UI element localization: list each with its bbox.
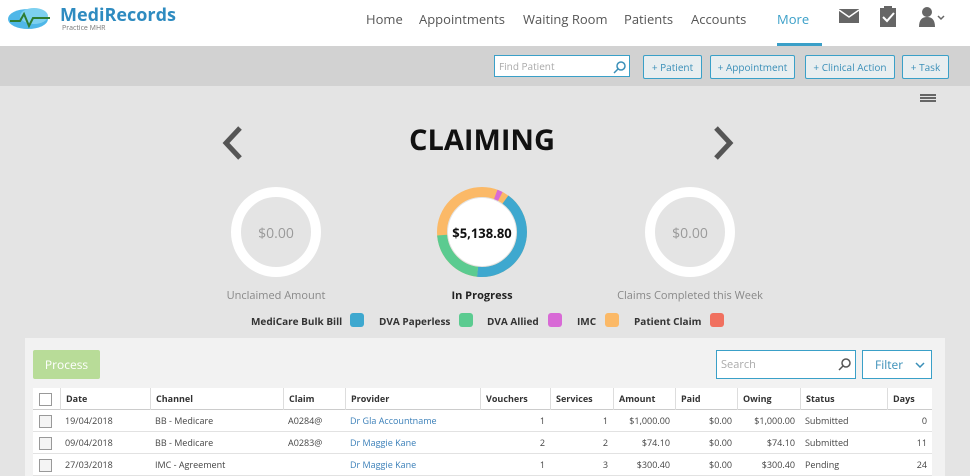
nav-item[interactable]: Waiting Room <box>523 10 608 28</box>
table-cell: $74.10 <box>641 436 670 449</box>
table-cell: $1,000.00 <box>629 414 670 427</box>
legend-label: DVA Paperless <box>379 314 451 328</box>
column-header: Services <box>550 388 613 410</box>
search-icon <box>838 358 851 371</box>
table-search[interactable]: Search <box>716 350 856 379</box>
find-patient[interactable]: Find Patient <box>494 55 630 77</box>
summary-label: Claims Completed this Week <box>617 288 763 303</box>
navbar <box>0 0 970 46</box>
table-cell: 1 <box>602 414 608 427</box>
table-cell: 0 <box>921 414 927 427</box>
nav-icons <box>838 6 945 27</box>
table-cell: Submitted <box>805 436 849 449</box>
donuts <box>231 187 735 277</box>
header-checkbox <box>39 393 52 406</box>
column-header: Date <box>60 388 150 410</box>
nav-item[interactable]: Accounts <box>691 10 747 28</box>
table-cell: A0284@ <box>288 414 323 427</box>
row-checkbox[interactable] <box>39 459 52 472</box>
claims-table <box>33 388 932 476</box>
table-cell: $300.40 <box>761 458 795 471</box>
summary-amount: $0.00 <box>258 224 294 243</box>
toolbar-button[interactable]: + Clinical Action <box>805 55 895 79</box>
search-icon <box>613 61 626 74</box>
legend-label: DVA Allied <box>487 314 539 328</box>
legend-swatch <box>710 313 724 327</box>
table-cell: 11 <box>916 436 927 449</box>
table-cell: $300.40 <box>636 458 670 471</box>
column-header: Vouchers <box>480 388 550 410</box>
nav-item[interactable]: Home <box>366 10 403 28</box>
summary-label: Unclaimed Amount <box>226 288 326 303</box>
column-header: Provider <box>345 388 480 410</box>
table-cell: $0.00 <box>709 414 732 427</box>
column-header: Channel <box>150 388 283 410</box>
legend-label: IMC <box>577 314 597 328</box>
table-cell: BB - Medicare <box>155 414 214 427</box>
logo-icon <box>8 8 50 29</box>
table-cell: 3 <box>602 458 608 471</box>
nav-item[interactable]: Appointments <box>419 10 505 28</box>
brand: MediRecords <box>60 3 176 27</box>
nav-item[interactable]: More <box>777 10 810 28</box>
table-cell: 1 <box>539 414 545 427</box>
nav-item[interactable]: Patients <box>624 10 674 28</box>
summary-amount: $0.00 <box>672 224 708 243</box>
column-header: Paid <box>675 388 737 410</box>
table-cell: 2 <box>539 436 545 449</box>
table-cell: 1 <box>539 458 545 471</box>
column-header: Status <box>800 388 887 410</box>
summary-amount: $5,138.80 <box>452 224 512 242</box>
toolbar-button[interactable]: + Task <box>902 55 949 79</box>
table-cell: $0.00 <box>709 436 732 449</box>
table-cell: Submitted <box>805 414 849 427</box>
carousel-arrows <box>222 126 734 160</box>
row-divider <box>33 431 932 432</box>
legend-swatch <box>548 313 562 327</box>
table-cell: 19/04/2018 <box>65 414 113 427</box>
table-cell: BB - Medicare <box>155 436 214 449</box>
row-checkbox[interactable] <box>39 415 52 428</box>
filter-caret <box>915 362 925 368</box>
row-divider <box>33 453 932 454</box>
table-cell: 24 <box>916 458 927 471</box>
process-button[interactable]: Process <box>33 350 100 379</box>
toolbar-button[interactable]: + Patient <box>643 55 702 79</box>
column-header: Days <box>887 388 932 410</box>
toolbar-button[interactable]: + Appointment <box>710 55 795 79</box>
column-header: Claim <box>283 388 345 410</box>
table-cell: $74.10 <box>766 436 795 449</box>
provider-link[interactable]: Dr Maggie Kane <box>350 436 417 449</box>
active-indicator <box>777 43 822 46</box>
column-header: Amount <box>613 388 675 410</box>
table-cell: $1,000.00 <box>754 414 795 427</box>
table-cell: IMC - Agreement <box>155 458 226 471</box>
provider-link[interactable]: Dr Maggie Kane <box>350 458 417 471</box>
table-cell <box>283 454 345 476</box>
provider-link[interactable]: Dr Gla Accountname <box>350 414 437 427</box>
table-cell: 2 <box>602 436 608 449</box>
page-title: CLAIMING <box>409 120 555 159</box>
table-cell: $0.00 <box>709 458 732 471</box>
row-checkbox[interactable] <box>39 437 52 450</box>
legend-label: Patient Claim <box>634 314 702 328</box>
table-cell: 27/03/2018 <box>65 458 113 471</box>
legend-swatch <box>605 313 619 327</box>
filter-button[interactable]: Filter <box>862 350 932 379</box>
table-cell: Pending <box>805 458 840 471</box>
column-header: Owing <box>737 388 800 410</box>
summary-label: In Progress <box>451 288 513 303</box>
legend-swatch <box>350 313 364 327</box>
table-cell: A0283@ <box>288 436 323 449</box>
table-cell: 09/04/2018 <box>65 436 113 449</box>
legend-swatch <box>459 313 473 327</box>
header-row <box>33 388 932 410</box>
subbrand: Practice MHR <box>62 24 106 33</box>
menu-icon[interactable] <box>920 94 938 104</box>
legend-label: MediCare Bulk Bill <box>251 314 343 328</box>
